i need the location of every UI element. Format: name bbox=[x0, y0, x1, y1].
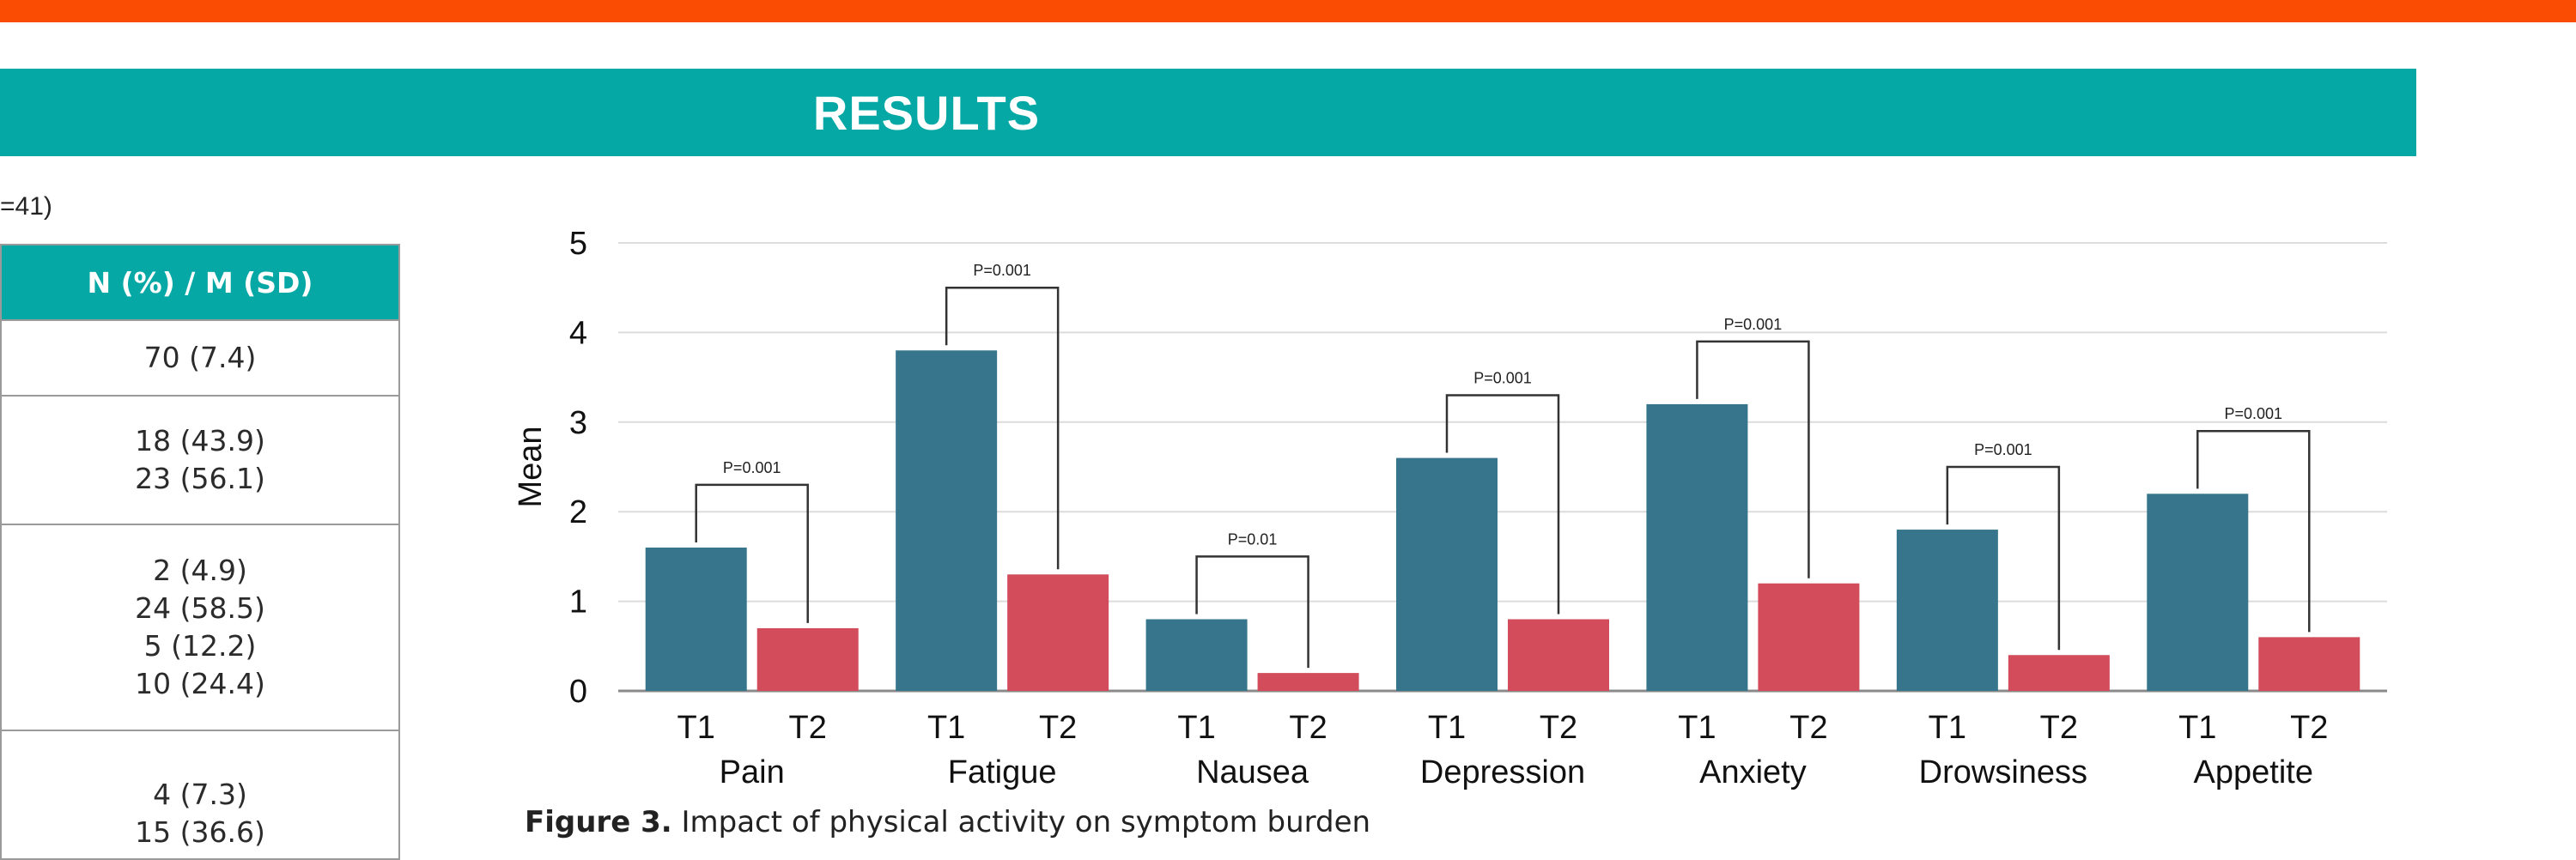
cell-value: 4 (7.3) bbox=[153, 778, 247, 811]
table-caption: =41) bbox=[0, 192, 52, 221]
significance-bracket bbox=[1946, 465, 2061, 651]
x-subcategory-label: T1 bbox=[1177, 710, 1215, 746]
x-category-label: Nausea bbox=[1196, 754, 1309, 790]
x-subcategory-label: T1 bbox=[927, 710, 965, 746]
symptom-chart: 0 1 2 3 4 5 Mean T1 T2 Pain P=0.001 T1 T2 Fatigue P=0.… bbox=[498, 206, 2404, 807]
bar-t1-nausea bbox=[1145, 619, 1248, 691]
p-value-label: P=0.001 bbox=[2225, 405, 2283, 422]
cell-value: 2 (4.9) bbox=[153, 554, 247, 587]
x-subcategory-label: T2 bbox=[2290, 710, 2328, 746]
x-category-label: Appetite bbox=[2194, 754, 2313, 790]
x-subcategory-label: T2 bbox=[1289, 710, 1327, 746]
cell-value: 24 (58.5) bbox=[135, 591, 265, 625]
p-value-label: P=0.01 bbox=[1228, 530, 1278, 548]
bar-t2-nausea bbox=[1257, 673, 1359, 691]
bar-t1-depression bbox=[1396, 457, 1498, 691]
table-row: 18 (43.9) 23 (56.1) bbox=[0, 395, 400, 525]
bar-t2-fatigue bbox=[1007, 574, 1109, 691]
top-accent-bar bbox=[0, 0, 2576, 22]
p-value-label: P=0.001 bbox=[723, 459, 781, 476]
bar-t2-drowsiness bbox=[2008, 655, 2110, 691]
y-tick-label: 5 bbox=[569, 226, 587, 262]
x-subcategory-label: T2 bbox=[2040, 710, 2078, 746]
x-subcategory-label: T1 bbox=[677, 710, 715, 746]
figure-caption: Figure 3. Impact of physical activity on… bbox=[525, 805, 1370, 839]
figure-label: Figure 3. bbox=[525, 805, 672, 839]
bar-t1-fatigue bbox=[896, 350, 998, 691]
bar-t2-anxiety bbox=[1758, 583, 1860, 691]
bar-t2-appetite bbox=[2258, 637, 2360, 691]
demographics-table: N (%) / M (SD) 70 (7.4) 18 (43.9) 23 (56… bbox=[0, 244, 400, 860]
cell-value: 70 (7.4) bbox=[143, 341, 257, 374]
bar-t1-anxiety bbox=[1646, 403, 1748, 691]
bar-t2-depression bbox=[1508, 619, 1609, 691]
significance-bracket bbox=[945, 286, 1060, 570]
x-category-label: Anxiety bbox=[1699, 754, 1807, 790]
x-category-label: Pain bbox=[720, 754, 785, 790]
cell-value: 15 (36.6) bbox=[135, 815, 265, 849]
x-subcategory-label: T1 bbox=[2178, 710, 2216, 746]
p-value-label: P=0.001 bbox=[1473, 369, 1532, 386]
p-value-label: P=0.001 bbox=[1724, 316, 1783, 333]
x-subcategory-label: T2 bbox=[1540, 710, 1577, 746]
significance-bracket bbox=[695, 483, 809, 623]
bar-t1-pain bbox=[645, 547, 747, 691]
results-banner: RESULTS bbox=[0, 69, 2416, 156]
cell-value: 10 (24.4) bbox=[135, 667, 265, 700]
table-row: 4 (7.3) 15 (36.6) bbox=[0, 730, 400, 860]
x-subcategory-label: T1 bbox=[1929, 710, 1966, 746]
x-category-label: Drowsiness bbox=[1919, 754, 2087, 790]
table-cell: 4 (7.3) 15 (36.6) bbox=[0, 730, 400, 860]
significance-bracket bbox=[2196, 429, 2311, 633]
x-category-label: Depression bbox=[1420, 754, 1585, 790]
table-cell: 18 (43.9) 23 (56.1) bbox=[0, 395, 400, 525]
p-value-label: P=0.001 bbox=[973, 262, 1031, 279]
y-tick-label: 3 bbox=[569, 405, 587, 441]
bar-t2-pain bbox=[756, 627, 859, 691]
y-tick-label: 4 bbox=[569, 315, 587, 351]
y-tick-label: 2 bbox=[569, 494, 587, 530]
x-subcategory-label: T2 bbox=[1789, 710, 1827, 746]
cell-value: 23 (56.1) bbox=[135, 462, 265, 495]
y-axis-label: Mean bbox=[513, 426, 549, 507]
table-cell: 70 (7.4) bbox=[0, 319, 400, 397]
bar-t1-appetite bbox=[2147, 494, 2249, 691]
x-category-label: Fatigue bbox=[948, 754, 1057, 790]
x-subcategory-label: T1 bbox=[1428, 710, 1466, 746]
significance-bracket bbox=[1445, 394, 1560, 615]
x-subcategory-label: T2 bbox=[789, 710, 827, 746]
y-tick-label: 0 bbox=[569, 674, 587, 710]
y-tick-label: 1 bbox=[569, 584, 587, 621]
figure-caption-text: Impact of physical activity on symptom b… bbox=[681, 805, 1371, 839]
table-column-header: N (%) / M (SD) bbox=[0, 244, 400, 321]
significance-bracket bbox=[1195, 555, 1309, 669]
p-value-label: P=0.001 bbox=[1974, 441, 2032, 458]
bar-t1-drowsiness bbox=[1896, 530, 1998, 691]
x-subcategory-label: T1 bbox=[1678, 710, 1716, 746]
table-cell: 2 (4.9) 24 (58.5) 5 (12.2) 10 (24.4) bbox=[0, 524, 400, 731]
section-title: RESULTS bbox=[812, 85, 1041, 140]
cell-value: 18 (43.9) bbox=[135, 424, 265, 457]
cell-value: 5 (12.2) bbox=[143, 629, 257, 663]
significance-bracket bbox=[1696, 340, 1810, 578]
table-row: 2 (4.9) 24 (58.5) 5 (12.2) 10 (24.4) bbox=[0, 524, 400, 731]
x-subcategory-label: T2 bbox=[1039, 710, 1077, 746]
table-row: 70 (7.4) bbox=[0, 319, 400, 397]
